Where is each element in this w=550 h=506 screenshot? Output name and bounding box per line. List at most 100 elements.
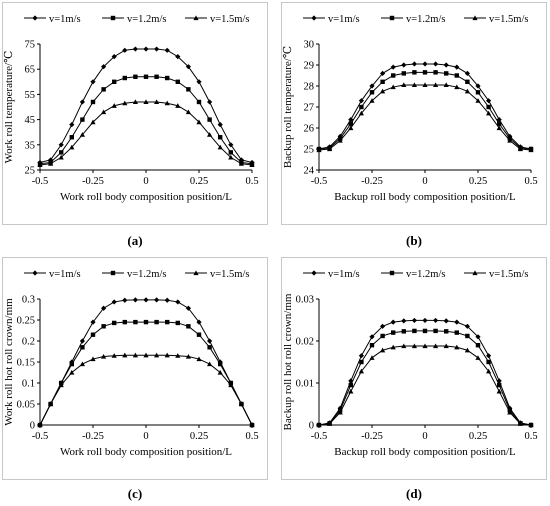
data-point	[164, 297, 170, 303]
data-point	[112, 320, 117, 326]
data-point	[401, 82, 407, 88]
data-point	[358, 368, 364, 374]
x-tick-label: -0.25	[82, 431, 104, 442]
x-tick-label: -0.25	[82, 176, 104, 187]
data-point	[228, 382, 234, 388]
data-point	[185, 353, 191, 359]
legend-marker-0	[311, 270, 317, 276]
data-point	[433, 317, 439, 324]
x-tick-label: -0.25	[361, 176, 383, 187]
data-point	[517, 421, 523, 426]
data-point	[486, 359, 491, 365]
legend-label-1: v=1.2m/s	[406, 14, 445, 25]
data-point	[528, 422, 534, 428]
panel-d-frame	[281, 257, 547, 480]
y-tick-label: 0	[309, 421, 314, 432]
data-point	[443, 318, 449, 324]
data-point	[249, 422, 255, 428]
data-point	[186, 324, 191, 329]
data-point	[228, 150, 233, 155]
x-tick-label: 0	[422, 431, 427, 442]
x-tick-label: -0.5	[32, 176, 49, 187]
data-point	[122, 75, 127, 81]
data-point	[465, 79, 470, 84]
series-line-0	[318, 319, 532, 426]
data-point	[475, 98, 481, 103]
data-point	[79, 338, 85, 344]
data-point	[380, 347, 386, 353]
legend-label-2: v=1.5m/s	[210, 269, 249, 280]
data-point	[486, 353, 492, 359]
data-point	[196, 119, 202, 125]
legend-marker-1	[110, 15, 116, 21]
data-point	[238, 401, 244, 407]
data-point	[101, 324, 106, 329]
data-point	[218, 135, 223, 140]
data-point	[507, 409, 513, 415]
x-tick-label: 0	[422, 176, 427, 187]
data-point	[348, 125, 354, 131]
data-point	[154, 352, 160, 358]
chart-panel-a: v=1m/s v=1.2m/s v=1.5m/s 25 35 45 55 65 75 -0.5 -0…	[3, 14, 259, 203]
data-point	[444, 329, 449, 334]
data-point	[122, 319, 127, 325]
data-point	[175, 54, 181, 60]
data-point	[369, 343, 375, 348]
data-point	[475, 334, 481, 340]
data-point	[497, 121, 502, 126]
legend-label-0: v=1m/s	[49, 14, 81, 25]
data-point	[111, 353, 117, 358]
y-axis-label: Backup roll hot roll crown/mm	[282, 293, 294, 430]
legend-marker-2	[472, 270, 478, 276]
data-point	[90, 119, 96, 125]
data-point	[101, 109, 107, 115]
data-point	[454, 84, 460, 90]
data-point	[422, 61, 428, 67]
y-axis-label: Work roll hot roll crown/mm	[3, 298, 15, 426]
data-point	[496, 125, 502, 131]
data-point	[218, 361, 223, 367]
legend-marker-0	[311, 15, 317, 21]
data-point	[369, 355, 375, 360]
data-point	[412, 328, 417, 334]
data-point	[80, 345, 85, 350]
data-point	[390, 319, 396, 325]
data-point	[475, 343, 481, 348]
y-tick-label: 27	[304, 103, 315, 114]
data-point	[122, 352, 128, 358]
data-point	[143, 352, 149, 358]
data-point	[327, 421, 333, 426]
data-point	[401, 318, 407, 324]
data-point	[164, 100, 170, 106]
y-tick-label: 24	[304, 166, 315, 177]
x-tick-label: -0.5	[311, 431, 328, 442]
data-point	[443, 62, 449, 68]
data-point	[337, 138, 343, 143]
data-point	[443, 343, 449, 349]
data-point	[401, 71, 406, 76]
caption-d: (d)	[406, 486, 422, 501]
data-point	[196, 332, 202, 337]
data-point	[90, 99, 96, 105]
data-point	[175, 320, 180, 326]
data-point	[359, 359, 364, 365]
data-point	[327, 146, 333, 152]
series-line-0	[318, 63, 532, 150]
data-point	[69, 361, 74, 367]
data-point	[196, 79, 202, 85]
data-point	[348, 382, 353, 388]
data-point	[464, 88, 470, 94]
data-point	[37, 422, 43, 428]
y-tick-label: 0.05	[17, 400, 35, 411]
legend-label-0: v=1m/s	[328, 269, 360, 280]
caption-c: (c)	[127, 486, 143, 501]
data-point	[422, 317, 428, 324]
data-point	[496, 388, 502, 394]
y-tick-label: 26	[304, 124, 315, 135]
data-point	[90, 356, 96, 362]
data-point	[411, 61, 417, 67]
data-point	[433, 82, 439, 88]
data-point	[79, 99, 85, 105]
legend-label-1: v=1.2m/s	[127, 14, 166, 25]
data-point	[433, 70, 438, 75]
